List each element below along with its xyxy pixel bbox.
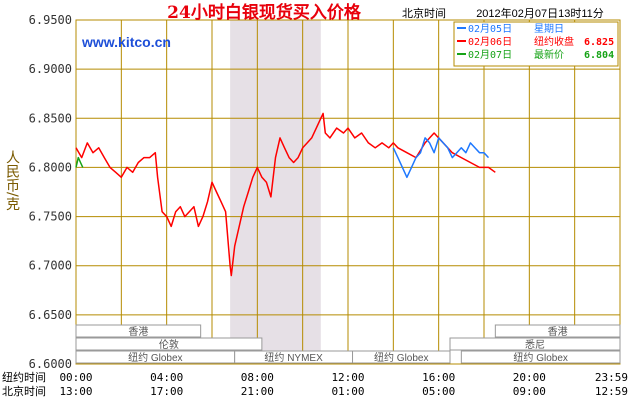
- y-tick-label: 6.9000: [29, 62, 72, 76]
- chart-title: 24小时白银现货买入价格: [167, 2, 362, 23]
- y-axis: 6.9500 6.9000 6.8500 6.8000 6.7500 6.7000 6.65…: [29, 13, 72, 371]
- session-bar: [75, 324, 202, 338]
- plot-frame: [75, 19, 621, 365]
- session-label: 纽约 NYMEX: [264, 351, 323, 364]
- x-tick-label: 05:00: [422, 385, 455, 398]
- x-tick-label: 23:59: [595, 371, 628, 384]
- x-axis: 纽约时间 00:00 04:00 08:00 12:00 16:00 20:00 23:59 北…: [2, 370, 628, 398]
- y-tick-label: 6.7000: [29, 259, 72, 273]
- session-bar: [449, 337, 621, 351]
- y-tick-label: 6.8500: [29, 111, 72, 125]
- site-url: www.kitco.cn: [81, 34, 171, 50]
- session-bar: [494, 324, 621, 338]
- x-tick-label: 12:59: [595, 385, 628, 398]
- session-label: 香港: [128, 326, 148, 338]
- x-tick-label: 17:00: [150, 385, 183, 398]
- timezone-label: 北京时间: [402, 6, 446, 20]
- y-tick-label: 6.6500: [29, 308, 72, 322]
- session-bar: [75, 337, 263, 351]
- legend-value: 6.804: [584, 50, 614, 61]
- legend-date: 02月07日: [468, 49, 512, 61]
- x-tick-label: 12:00: [331, 371, 364, 384]
- x-row-label: 纽约时间: [2, 370, 46, 384]
- x-tick-label: 04:00: [150, 371, 183, 384]
- session-label: 纽约 Globex: [513, 351, 567, 364]
- legend-box: [453, 21, 619, 67]
- x-tick-label: 13:00: [59, 385, 92, 398]
- y-tick-label: 6.6000: [29, 357, 72, 371]
- series-line-02月07日: [75, 156, 84, 168]
- x-tick-label: 16:00: [422, 371, 455, 384]
- y-tick-label: 6.9500: [29, 13, 72, 27]
- x-tick-label: 20:00: [513, 371, 546, 384]
- session-label: 伦敦: [159, 338, 179, 351]
- session-label: 纽约 Globex: [374, 351, 428, 364]
- legend-name: 星期日: [534, 23, 564, 35]
- session-label: 纽约 Globex: [128, 351, 182, 364]
- legend-date: 02月06日: [468, 36, 512, 48]
- session-label: 香港: [548, 326, 568, 338]
- legend: 02月05日 星期日 02月06日 纽约收盘 6.825 02月07日 最新价 6.804: [453, 21, 619, 67]
- x-tick-label: 01:00: [331, 385, 364, 398]
- legend-value: 6.825: [584, 37, 614, 48]
- series-lines: [75, 112, 496, 277]
- x-tick-label: 00:00: [59, 371, 92, 384]
- y-axis-label: 人民币/克: [4, 150, 20, 212]
- timestamp: 2012年02月07日13时11分: [476, 6, 604, 20]
- y-tick-label: 6.8000: [29, 160, 72, 174]
- x-row-label: 北京时间: [2, 384, 46, 398]
- series-line-02月06日: [75, 112, 496, 277]
- legend-name: 最新价: [534, 48, 564, 61]
- x-tick-label: 09:00: [513, 385, 546, 398]
- shaded-nymex-band: [230, 20, 321, 364]
- x-tick-label: 08:00: [241, 371, 274, 384]
- legend-name: 纽约收盘: [534, 35, 574, 48]
- session-bar: [460, 350, 621, 364]
- legend-date: 02月05日: [468, 23, 512, 35]
- y-tick-label: 6.7500: [29, 210, 72, 224]
- session-bar: [352, 350, 451, 364]
- session-label: 悉尼: [525, 339, 545, 351]
- x-tick-label: 21:00: [241, 385, 274, 398]
- series-line-02月05日: [392, 137, 490, 179]
